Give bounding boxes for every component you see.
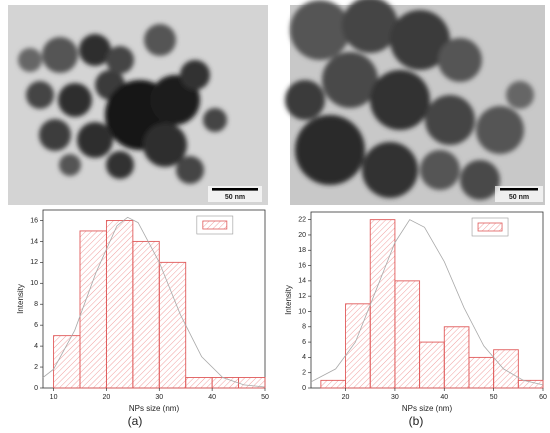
y-tick-label: 22 (298, 216, 306, 223)
x-tick-label: 30 (391, 394, 399, 401)
x-tick-label: 60 (539, 394, 547, 401)
y-tick-label: 2 (34, 364, 38, 371)
scale-bar-label: 50 nm (509, 194, 529, 201)
y-axis-label: Intensity (16, 284, 25, 314)
x-tick-label: 50 (490, 394, 498, 401)
bar (320, 379, 347, 389)
bar (158, 261, 187, 389)
fit-curve (310, 219, 544, 386)
y-tick-label: 10 (298, 308, 306, 315)
x-tick-label: 20 (342, 394, 350, 401)
bar (345, 303, 371, 389)
y-axis-label: Intensity (284, 285, 293, 315)
y-tick-label: 16 (30, 217, 38, 224)
x-tick-label: 20 (103, 394, 111, 401)
x-tick-label: 30 (155, 394, 163, 401)
bar (105, 220, 134, 389)
y-tick-label: 6 (302, 339, 306, 346)
y-tick-label: 0 (34, 385, 38, 392)
tem-image (285, 0, 545, 205)
x-tick-label: 50 (261, 394, 269, 401)
bar (211, 377, 240, 389)
y-tick-label: 2 (302, 370, 306, 377)
legend-swatch (202, 220, 228, 230)
legend-swatch (477, 222, 503, 232)
y-tick-label: 12 (298, 293, 306, 300)
tem-image (8, 5, 268, 205)
bar (185, 377, 213, 389)
bar (493, 349, 519, 389)
y-tick-label: 12 (30, 259, 38, 266)
y-tick-label: 6 (34, 322, 38, 329)
bar (369, 219, 396, 389)
y-tick-label: 14 (298, 278, 306, 285)
bar (394, 280, 421, 389)
x-tick-label: 10 (50, 394, 58, 401)
y-tick-label: 8 (34, 301, 38, 308)
x-tick-label: 40 (440, 394, 448, 401)
x-axis-label: NPs size (nm) (402, 404, 453, 413)
y-tick-label: 18 (298, 247, 306, 254)
y-tick-label: 10 (30, 280, 38, 287)
fit-curve (42, 216, 266, 388)
x-axis-label: NPs size (nm) (129, 404, 180, 413)
y-tick-label: 14 (30, 238, 38, 245)
bar (443, 326, 470, 389)
bar (468, 356, 495, 389)
y-tick-label: 20 (298, 232, 306, 239)
bar (517, 379, 544, 389)
y-tick-label: 16 (298, 262, 306, 269)
y-tick-label: 4 (302, 354, 306, 361)
panel-label: (b) (409, 414, 424, 428)
y-tick-label: 0 (302, 385, 306, 392)
scale-bar-label: 50 nm (225, 194, 245, 201)
bar (132, 240, 160, 389)
y-tick-label: 4 (34, 343, 38, 350)
panel-label: (a) (128, 414, 143, 428)
x-tick-label: 40 (208, 394, 216, 401)
bar (79, 230, 107, 389)
y-tick-label: 8 (302, 324, 306, 331)
bar (419, 341, 445, 389)
